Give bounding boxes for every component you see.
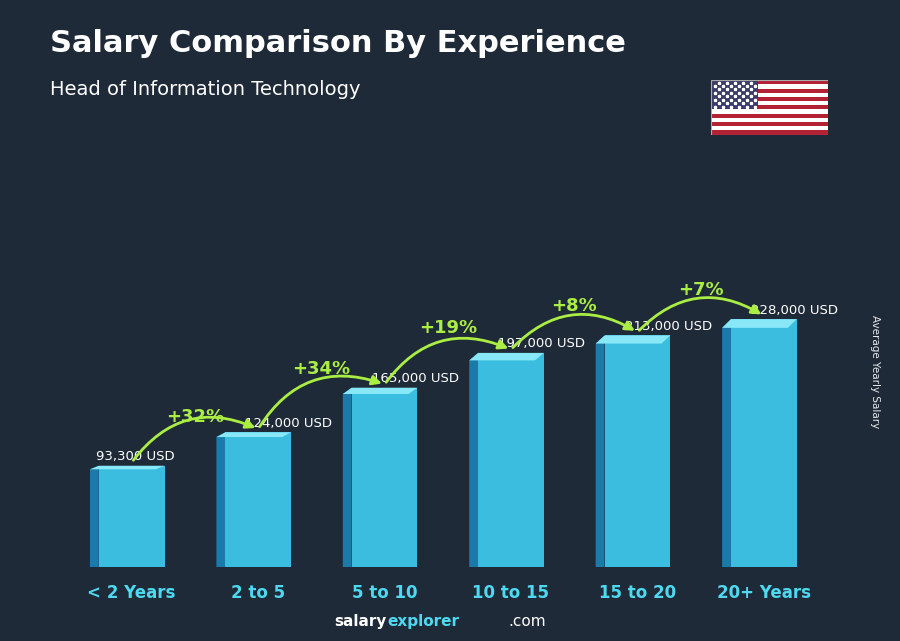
Polygon shape (343, 388, 352, 574)
Text: 165,000 USD: 165,000 USD (372, 372, 459, 385)
Polygon shape (596, 335, 670, 344)
Text: 213,000 USD: 213,000 USD (625, 320, 712, 333)
Bar (711, 97, 828, 101)
Bar (711, 80, 758, 110)
Polygon shape (216, 432, 291, 437)
Polygon shape (596, 335, 605, 576)
Polygon shape (343, 388, 418, 394)
Text: Head of Information Technology: Head of Information Technology (50, 80, 360, 99)
Bar (711, 101, 828, 105)
Text: +34%: +34% (292, 360, 350, 378)
Bar (711, 113, 828, 118)
Text: .com: .com (508, 615, 546, 629)
Polygon shape (216, 432, 225, 572)
Bar (731, 319, 796, 567)
Bar (99, 466, 165, 567)
Text: +7%: +7% (678, 281, 724, 299)
Bar (225, 432, 291, 567)
Bar (711, 105, 828, 110)
Bar (711, 118, 828, 122)
Text: +19%: +19% (418, 319, 477, 337)
Text: Average Yearly Salary: Average Yearly Salary (869, 315, 880, 428)
Bar (711, 93, 828, 97)
Bar (478, 353, 544, 567)
Text: +32%: +32% (166, 408, 224, 426)
Polygon shape (90, 466, 99, 571)
Polygon shape (90, 466, 165, 469)
Text: 93,300 USD: 93,300 USD (96, 451, 175, 463)
Bar (605, 335, 670, 567)
Text: Salary Comparison By Experience: Salary Comparison By Experience (50, 29, 625, 58)
Text: +8%: +8% (552, 297, 597, 315)
Polygon shape (722, 319, 796, 328)
Polygon shape (469, 353, 478, 575)
Text: explorer: explorer (387, 615, 459, 629)
Bar (711, 80, 828, 85)
Polygon shape (469, 353, 544, 360)
Text: 124,000 USD: 124,000 USD (246, 417, 332, 430)
Bar (711, 122, 828, 126)
Bar (711, 130, 828, 135)
Text: 197,000 USD: 197,000 USD (499, 337, 585, 351)
Text: 228,000 USD: 228,000 USD (752, 304, 838, 317)
Polygon shape (722, 319, 731, 576)
Bar (711, 88, 828, 93)
Bar (711, 110, 828, 113)
Text: salary: salary (335, 615, 387, 629)
Bar (711, 126, 828, 130)
Bar (352, 388, 418, 567)
Bar (711, 85, 828, 88)
